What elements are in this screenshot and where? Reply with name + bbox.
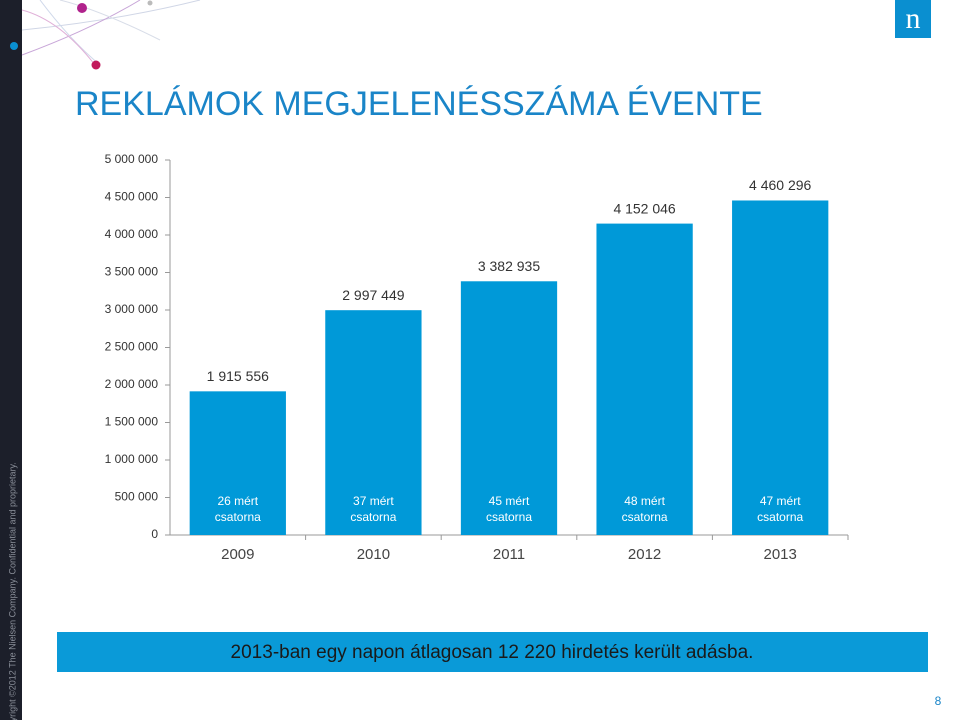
chart-title: REKLÁMOK MEGJELENÉSSZÁMA ÉVENTE (75, 85, 763, 123)
decoration (10, 0, 201, 70)
bar-note: 37 mért (353, 494, 394, 508)
value-label: 2 997 449 (342, 287, 404, 303)
bar (596, 223, 693, 535)
copyright: Copyright ©2012 The Nielsen Company. Con… (7, 462, 17, 720)
bar-note: 48 mért (624, 494, 665, 508)
x-tick-label: 2011 (493, 546, 525, 563)
y-tick-label: 1 000 000 (105, 452, 159, 466)
x-tick-label: 2009 (221, 546, 254, 563)
x-tick-label: 2013 (764, 546, 797, 563)
y-tick-label: 4 000 000 (105, 227, 159, 241)
y-tick-label: 3 000 000 (105, 302, 159, 316)
y-tick-label: 4 500 000 (105, 190, 159, 204)
x-tick-label: 2010 (357, 546, 390, 563)
y-tick-label: 1 500 000 (105, 415, 159, 429)
bar (325, 310, 422, 535)
bar-note: 47 mért (760, 494, 801, 508)
bar-note: csatorna (350, 510, 396, 524)
y-tick-label: 0 (151, 527, 158, 541)
x-tick-label: 2012 (628, 546, 661, 563)
page-number: 8 (935, 694, 942, 708)
y-tick-label: 2 000 000 (105, 377, 159, 391)
banner: 2013-ban egy napon átlagosan 12 220 hird… (231, 642, 754, 663)
banner-box (57, 632, 928, 672)
bar (732, 200, 829, 536)
side-strip (0, 0, 22, 720)
value-label: 1 915 556 (207, 368, 269, 384)
value-label: 4 460 296 (749, 177, 811, 193)
bar-note: 26 mért (217, 494, 258, 508)
bar-note: csatorna (486, 510, 532, 524)
bar (460, 281, 558, 535)
y-tick-label: 500 000 (115, 490, 159, 504)
bar-note: 45 mért (489, 494, 530, 508)
logo: n (906, 2, 921, 35)
bar-note: csatorna (757, 510, 803, 524)
y-tick-label: 3 500 000 (105, 265, 159, 279)
logo-box (895, 0, 931, 38)
bar-note: csatorna (622, 510, 668, 524)
value-label: 3 382 935 (478, 258, 540, 274)
bar-note: csatorna (215, 510, 261, 524)
value-label: 4 152 046 (613, 200, 675, 216)
bar (189, 391, 286, 535)
y-tick-label: 5 000 000 (105, 152, 159, 166)
y-tick-label: 2 500 000 (105, 340, 159, 354)
chart: 0 500 000 1 000 000 1 500 000 2 000 000 2 500… (105, 152, 849, 563)
